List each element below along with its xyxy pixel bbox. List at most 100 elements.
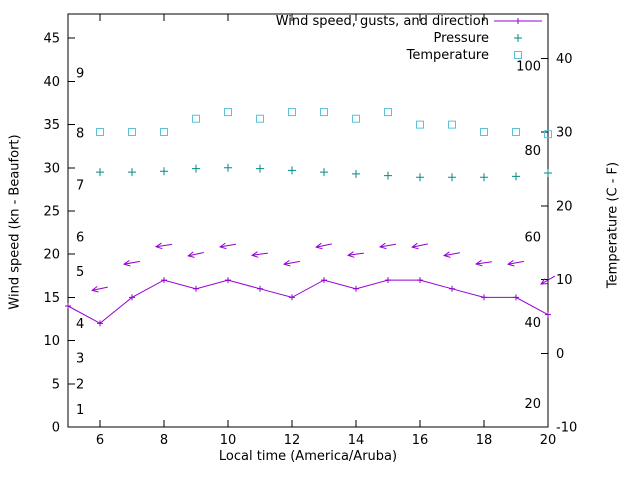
wind-speed-line [67, 279, 549, 324]
inner-scale-label: 60 [524, 230, 541, 245]
y-left-tick-label: 45 [43, 32, 60, 47]
beaufort-scale-label: 9 [76, 66, 84, 81]
pressure-marker [96, 168, 104, 177]
wind-speed-marker [257, 285, 263, 292]
gust-direction-arrow [154, 242, 172, 250]
wind-speed-marker [449, 285, 455, 292]
plot-border [67, 13, 549, 428]
beaufort-scale-label: 3 [76, 351, 84, 366]
y-left-tick-label: 35 [43, 118, 60, 133]
y-right-tick-label: 0 [556, 347, 564, 362]
temperature-marker [480, 128, 488, 136]
temperature-marker [320, 108, 328, 117]
legend-label-pressure: Pressure [433, 31, 489, 46]
gust-direction-arrow [442, 251, 460, 258]
pressure-marker [416, 173, 424, 182]
inner-scale-label: 80 [524, 144, 541, 159]
gust-direction-arrow [282, 259, 300, 267]
beaufort-scale-label: 6 [76, 230, 84, 245]
y-right-tick-label: 10 [556, 273, 573, 288]
y-left-tick-label: 10 [43, 334, 60, 349]
temperature-marker [288, 108, 296, 117]
legend-label-wind: Wind speed, gusts, and direction [275, 14, 489, 29]
inner-scale-label: 40 [524, 316, 541, 331]
temperature-marker [128, 128, 136, 136]
temperature-marker [160, 128, 168, 136]
gust-direction-arrow [218, 242, 236, 250]
x-tick-label: 12 [284, 433, 301, 448]
gust-direction-arrow [346, 251, 364, 258]
temperature-marker [448, 120, 456, 129]
x-tick-label: 16 [412, 433, 429, 448]
temperature-marker [256, 114, 264, 123]
y-axis-title-left: Wind speed (kn - Beaufort) [7, 134, 23, 310]
y-right-tick-label: 20 [556, 199, 573, 214]
legend: Wind speed, gusts, and direction Pressur… [276, 13, 489, 64]
wind-speed-marker [129, 294, 135, 301]
pressure-marker [512, 172, 520, 181]
legend-label-temperature: Temperature [406, 48, 489, 63]
y-left-tick-label: 40 [43, 75, 60, 90]
gust-direction-arrow [187, 251, 204, 258]
gust-direction-arrow [122, 259, 140, 267]
y-left-tick-label: 5 [52, 377, 60, 392]
wind-speed-marker [513, 294, 519, 301]
pressure-marker [384, 171, 392, 180]
beaufort-scale-label: 8 [76, 127, 84, 142]
inner-scale-label: 20 [524, 397, 541, 412]
x-tick-label: 10 [220, 433, 237, 448]
wind-speed-marker [417, 277, 423, 284]
gust-direction-arrow [540, 275, 556, 285]
beaufort-scale-label: 2 [76, 377, 84, 392]
x-tick-label: 18 [476, 433, 493, 448]
inner-scale-label: 100 [516, 59, 541, 74]
wind-speed-marker [289, 294, 295, 301]
wind-speed-marker [161, 277, 167, 284]
wind-speed-marker [545, 311, 551, 318]
gust-direction-arrow [474, 259, 492, 267]
wind-speed-marker [385, 277, 391, 284]
wind-speed-marker [97, 320, 103, 327]
y-right-tick-label: 30 [556, 126, 573, 141]
beaufort-scale-label: 5 [76, 265, 84, 280]
y-left-tick-label: 15 [43, 291, 60, 306]
wind-speed-marker [65, 303, 71, 310]
y-right-tick-label: 40 [556, 52, 573, 67]
temperature-marker [416, 120, 424, 129]
temperature-marker [192, 114, 200, 123]
y-left-tick-label: 0 [52, 421, 60, 436]
beaufort-scale-label: 4 [76, 317, 84, 332]
gust-direction-arrow [506, 259, 524, 267]
pressure-marker [288, 166, 296, 175]
gust-direction-arrow [411, 242, 428, 250]
legend-sample-marker [514, 34, 522, 42]
gust-direction-arrow [91, 286, 108, 293]
beaufort-scale-label: 7 [76, 179, 84, 194]
wind-speed-marker [353, 285, 359, 292]
temperature-marker [384, 108, 392, 117]
y-right-tick-label: -10 [556, 421, 577, 436]
gust-direction-arrow [250, 251, 268, 258]
wind-speed-marker [481, 294, 487, 301]
gust-direction-arrow [378, 242, 396, 250]
pressure-marker [192, 164, 200, 173]
pressure-marker [224, 163, 232, 172]
pressure-marker [160, 167, 168, 176]
legend-sample-marker [514, 51, 522, 59]
y-left-tick-label: 20 [43, 248, 60, 263]
pressure-marker [352, 169, 360, 178]
y-axis-title-right: Temperature (C - F) [605, 161, 621, 289]
pressure-marker [256, 164, 264, 173]
x-tick-label: 14 [348, 433, 365, 448]
beaufort-scale-label: 1 [76, 403, 84, 418]
legend-sample-marker [515, 18, 521, 24]
wind-speed-marker [225, 277, 231, 284]
pressure-marker [480, 173, 488, 182]
wind-speed-marker [193, 285, 199, 292]
x-tick-label: 8 [160, 433, 168, 448]
wind-speed-marker [321, 277, 327, 284]
temperature-marker [224, 108, 232, 117]
pressure-marker [544, 168, 552, 177]
x-tick-label: 20 [540, 433, 557, 448]
